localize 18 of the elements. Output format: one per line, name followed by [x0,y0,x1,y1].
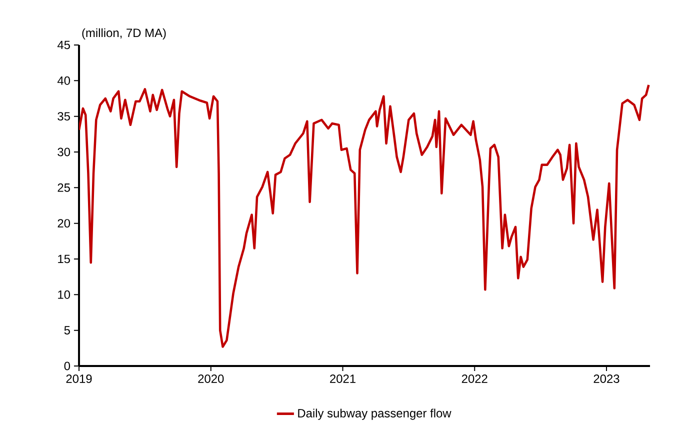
y-tick-label: 10 [58,290,70,299]
y-tick-label: 15 [58,254,70,264]
x-tick-label: 2019 [66,374,92,383]
y-tick-label: 0 [64,362,70,370]
x-tick-label: 2020 [198,374,224,383]
line-series [79,84,650,348]
y-tick-label: 40 [57,76,70,85]
legend-label: Daily subway passenger flow [298,408,452,420]
y-tick-label: 30 [58,148,70,156]
y-tick-label: 45 [57,40,70,50]
y-tick-label: 5 [64,326,70,334]
x-tick-label: 2021 [330,374,356,383]
y-axis-title: (million, 7D MA) [82,28,166,40]
x-tick-label: 2022 [462,374,488,383]
y-tick-label: 20 [58,219,70,228]
y-tick-label: 35 [58,112,70,121]
x-tick-label: 2023 [594,374,620,383]
y-tick-label: 25 [58,183,70,192]
